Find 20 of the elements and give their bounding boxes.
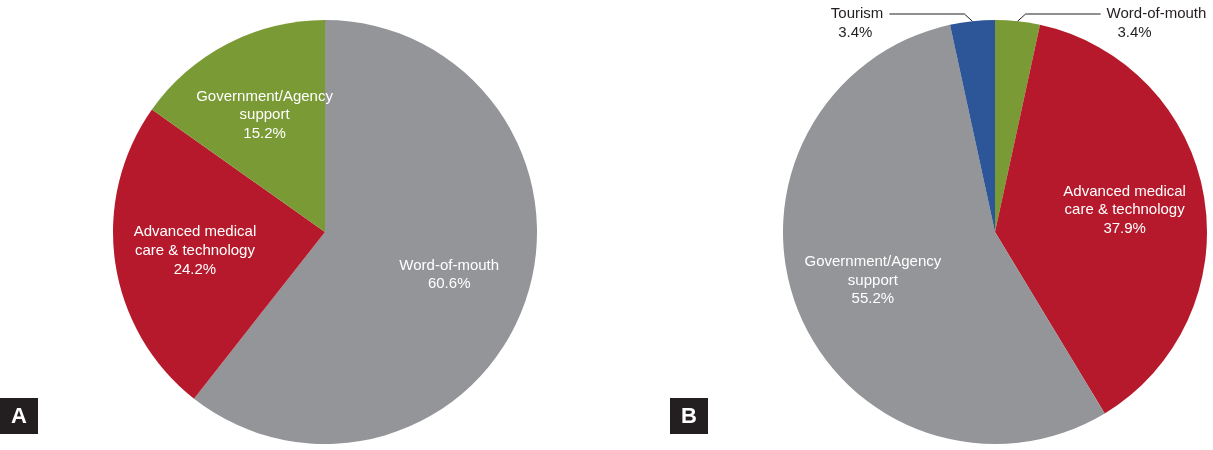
text: B [681,402,697,428]
data-label: 60.6% [427,274,471,292]
data-label: 15.2% [243,123,286,141]
data-label: 3.4% [1117,22,1152,40]
pie-slice [950,20,995,232]
slice-label: Tourism [830,3,884,21]
slice-label: Government/Agency support [196,86,334,123]
text: A [11,402,28,428]
data-label: 37.9% [1103,219,1146,237]
slice-label: Word-of-mouth [399,255,500,273]
data-label: 24.2% [173,259,217,277]
slice-label: Word-of-mouth [1106,3,1207,21]
slice-label: Advanced medical care & technology [133,222,257,258]
slice-label: Advanced medical care & technology [1063,181,1186,218]
pie-slice [995,20,1040,232]
pie-slice [995,24,1207,414]
pie-slice [113,109,325,399]
data-label: 3.4% [838,22,873,40]
slice-label: Government/Agency support [804,251,942,288]
data-label: 55.2% [851,289,895,307]
